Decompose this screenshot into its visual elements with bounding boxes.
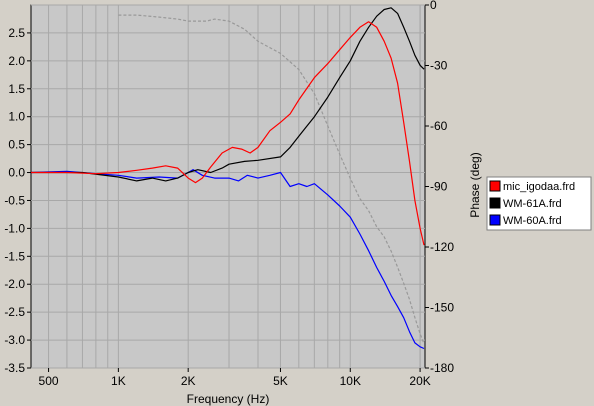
left-tick-label: -2.0 [4,277,25,291]
x-axis-ticks: 500 1K 2K 5K 10K 20K [39,368,431,388]
left-tick-label: 1.0 [8,110,25,124]
right-axis-ticks: 0 -30 -60 -90 -120 -150 -180 [425,0,454,375]
series-layer [30,7,425,350]
legend-swatch [489,214,501,226]
legend-entry-label: mic_igodaa.frd [503,181,575,193]
grid [31,4,425,369]
right-axis-title: Phase (deg) [468,152,482,217]
x-tick-label: 5K [273,374,288,388]
right-tick-label: -180 [430,361,454,375]
x-tick-label: 20K [409,374,430,388]
x-tick-label: 10K [340,374,361,388]
left-tick-label: 2.0 [8,54,25,68]
left-tick-label: 0.0 [8,166,25,180]
series-line-phase [118,14,425,345]
right-tick-label: 0 [430,0,437,12]
left-tick-label: 2.5 [8,26,25,40]
left-tick-label: -3.5 [4,361,25,375]
left-tick-label: -3.0 [4,333,25,347]
right-tick-label: -90 [430,180,448,194]
series-line-mic-igodaa-frd [31,21,425,246]
x-tick-label: 2K [181,374,196,388]
plot-background [30,4,426,369]
left-axis-ticks: 2.5 2.0 1.5 1.0 0.5 0.0 -0.5 -1.0 -1.5 -2.0 -2.5 -3… [4,26,31,375]
x-tick-label: 500 [39,374,59,388]
left-tick-label: 0.5 [8,138,25,152]
legend-swatch [489,180,501,192]
legend-entry-label: WM-60A.frd [503,215,562,227]
series-line-wm-60a-frd [30,169,425,350]
legend-entry-label: WM-61A.frd [503,198,562,210]
left-tick-label: -1.0 [4,221,25,235]
legend: mic_igodaa.frd WM-61A.frd WM-60A.frd [486,176,592,231]
x-axis-title: Frequency (Hz) [187,392,270,406]
right-tick-label: -60 [430,119,448,133]
right-tick-label: -150 [430,301,454,315]
left-tick-label: 1.5 [8,82,25,96]
legend-box [486,176,592,231]
left-tick-label: -0.5 [4,193,25,207]
x-tick-label: 1K [111,374,126,388]
series-line-wm-61a-frd [31,7,425,182]
left-tick-label: -1.5 [4,249,25,263]
right-tick-label: -30 [430,59,448,73]
left-tick-label: -2.5 [4,305,25,319]
right-tick-label: -120 [430,240,454,254]
legend-swatch [489,197,501,209]
